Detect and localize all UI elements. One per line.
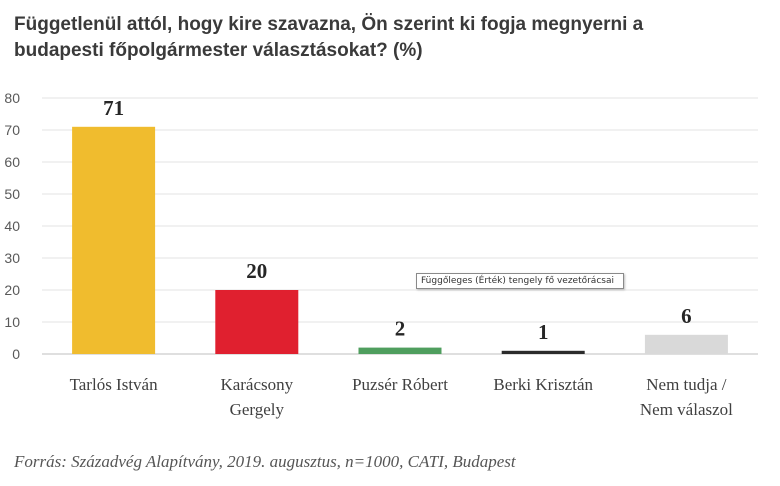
y-tick-label: 70 bbox=[4, 122, 20, 138]
chart-title: Függetlenül attól, hogy kire szavazna, Ö… bbox=[14, 14, 644, 61]
y-axis-ticks: 0 10 20 30 40 50 60 70 80 bbox=[4, 90, 20, 362]
data-labels: 71 20 2 1 6 bbox=[103, 96, 692, 344]
y-tick-label: 50 bbox=[4, 186, 20, 202]
data-label: 71 bbox=[103, 96, 124, 120]
x-tick-label: Nem válaszol bbox=[640, 400, 733, 419]
data-label: 20 bbox=[246, 259, 267, 283]
data-label: 2 bbox=[395, 317, 406, 341]
data-label: 6 bbox=[681, 304, 692, 328]
y-tick-label: 0 bbox=[12, 346, 20, 362]
bar bbox=[501, 350, 585, 354]
x-axis-ticks: Tarlós István Karácsony Gergely Puzsér Róbe… bbox=[70, 375, 734, 419]
y-tick-label: 10 bbox=[4, 314, 20, 330]
bars bbox=[72, 126, 728, 354]
x-tick-label: Karácsony bbox=[220, 375, 293, 394]
y-tick-label: 60 bbox=[4, 154, 20, 170]
bar bbox=[644, 334, 728, 354]
x-tick-label: Tarlós István bbox=[70, 375, 159, 394]
bar bbox=[72, 126, 156, 354]
bar bbox=[358, 347, 442, 354]
gridlines bbox=[42, 97, 758, 355]
y-tick-label: 20 bbox=[4, 282, 20, 298]
x-tick-label: Puzsér Róbert bbox=[352, 375, 448, 394]
bar bbox=[215, 290, 299, 354]
y-tick-label: 30 bbox=[4, 250, 20, 266]
data-label: 1 bbox=[538, 320, 549, 344]
x-tick-label: Nem tudja / bbox=[646, 375, 727, 394]
gridline-tooltip: Függőleges (Érték) tengely fő vezetőrács… bbox=[416, 273, 624, 289]
x-tick-label: Gergely bbox=[230, 400, 285, 419]
source-note: Forrás: Századvég Alapítvány, 2019. augu… bbox=[14, 452, 516, 471]
y-tick-label: 80 bbox=[4, 90, 20, 106]
x-tick-label: Berki Krisztán bbox=[493, 375, 593, 394]
y-tick-label: 40 bbox=[4, 218, 20, 234]
